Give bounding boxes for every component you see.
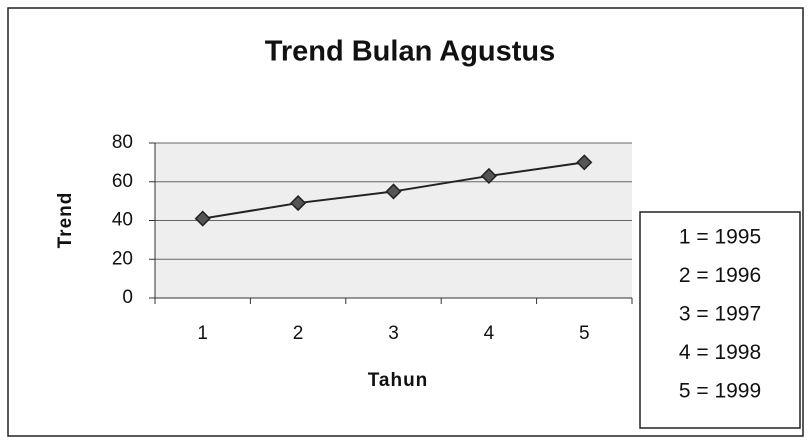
y-tick-label: 60 [112,171,133,192]
marker [385,183,402,200]
marker [480,167,497,184]
chart-title: Trend Bulan Agustus [265,36,556,68]
legend-box [639,211,801,429]
x-tick-label: 1 [197,323,208,344]
y-tick-label: 0 [122,287,133,308]
y-tick-label: 20 [112,248,133,269]
y-tick-label: 80 [112,132,133,153]
x-tick-label: 3 [388,323,399,344]
legend-note: 4 = 1998 [679,341,761,364]
legend-note: 2 = 1996 [679,264,761,287]
legend-note: 1 = 1995 [679,226,761,249]
marker [290,195,307,212]
marker [194,210,211,227]
y-tick-label: 40 [112,210,133,231]
legend-note: 5 = 1999 [679,380,761,403]
y-axis-title: Trend [55,192,76,249]
x-tick-label: 5 [579,323,590,344]
marker [576,154,593,171]
x-tick-label: 2 [293,323,304,344]
x-tick-label: 4 [484,323,495,344]
x-axis-title: Tahun [368,370,429,391]
legend-note: 3 = 1997 [679,303,761,326]
